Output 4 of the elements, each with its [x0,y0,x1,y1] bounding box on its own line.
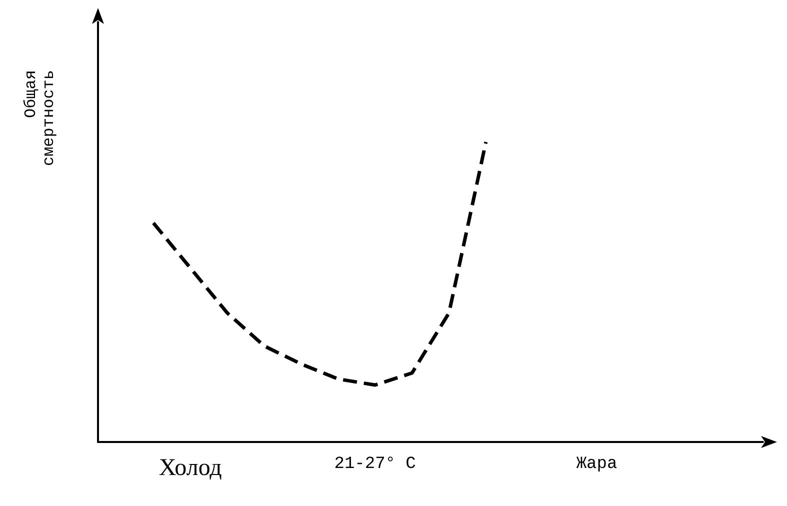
x-tick-label: Жара [576,455,618,474]
x-tick-label: 21-27° C [334,455,416,474]
x-tick-label: Холод [158,455,222,481]
y-axis-title: Общая смертность [22,70,58,166]
